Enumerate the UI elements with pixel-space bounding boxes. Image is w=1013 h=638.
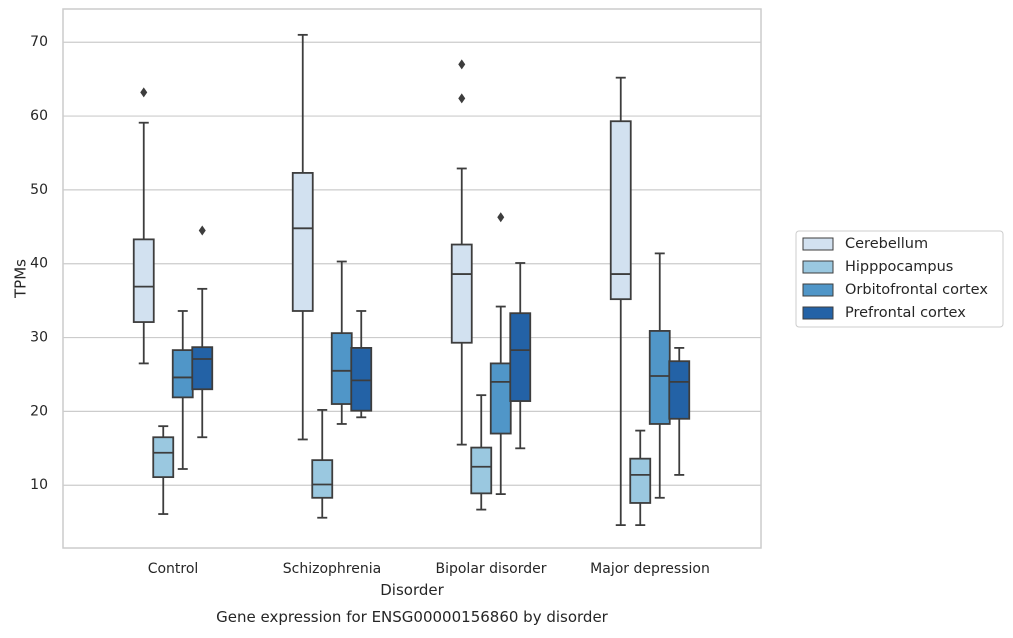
legend-items: Cerebellum Hipppocampus Orbitofrontal cort… [802,236,988,321]
iqr-box [609,120,632,301]
box-cerebellum-major-depression [609,76,632,527]
legend-frame [795,230,1004,328]
outlier-point [458,93,466,104]
legend-label: Orbitofrontal cortex [845,282,988,298]
legend-swatch [802,237,834,251]
outlier-point [140,87,148,98]
legend-label: Cerebellum [845,236,928,252]
box-prefrontal-cortex-control [191,225,214,439]
gridlines [63,41,761,486]
legend-label: Prefrontal cortex [845,305,966,321]
legend-swatch [802,306,834,320]
iqr-box [191,346,214,391]
box-cerebellum-schizophrenia [291,33,314,441]
box-prefrontal-cortex-major-depression [668,347,691,476]
y-tick-label: 30 [30,330,48,346]
x-axis-label: Disorder [380,581,444,599]
iqr-box [350,347,373,412]
y-tick-label: 40 [30,256,48,272]
outlier-point [497,212,505,223]
y-tick-label: 10 [30,477,48,493]
iqr-box [668,360,691,420]
y-tick-label: 50 [30,182,48,198]
y-tick-label: 20 [30,403,48,419]
y-axis-label: TPMs [12,259,30,299]
iqr-box [648,330,671,425]
box-prefrontal-cortex-bipolar-disorder [509,262,532,450]
iqr-box [311,459,334,499]
box-orbitofrontal-cortex-bipolar-disorder [489,212,512,496]
x-tick-label: Control [148,561,199,577]
x-tick-labels: Control Schizophrenia Bipolar disorder Majo… [148,561,710,577]
legend-label: Hipppocampus [845,259,953,275]
box-groups [132,33,691,527]
box-hipppocampus-schizophrenia [311,409,334,519]
legend: Cerebellum Hipppocampus Orbitofrontal cort… [795,230,1004,328]
outlier-point [198,225,206,236]
iqr-box [152,436,175,479]
y-tick-label: 60 [30,108,48,124]
box-hipppocampus-bipolar-disorder [470,394,493,511]
box-cerebellum-bipolar-disorder [450,59,473,446]
iqr-box [330,332,353,405]
plot-area-border [62,8,762,549]
box-prefrontal-cortex-schizophrenia [350,310,373,419]
iqr-box [470,446,493,495]
iqr-box [629,457,652,504]
iqr-box [171,349,194,399]
iqr-box [509,312,532,402]
box-hipppocampus-major-depression [629,429,652,527]
legend-swatch [802,283,834,297]
iqr-box [291,172,314,312]
y-tick-labels: 10 20 30 40 50 60 70 [30,34,48,493]
x-tick-label: Bipolar disorder [435,561,546,577]
iqr-box [489,362,512,435]
legend-swatch [802,260,834,274]
box-hipppocampus-control [152,425,175,515]
x-tick-label: Major depression [590,561,710,577]
outlier-point [458,59,466,70]
chart-title: Gene expression for ENSG00000156860 by d… [216,608,609,626]
x-tick-label: Schizophrenia [283,561,381,577]
y-tick-label: 70 [30,34,48,50]
iqr-box [450,243,473,344]
box-orbitofrontal-cortex-control [171,310,194,470]
iqr-box [132,238,155,323]
box-cerebellum-control [132,87,155,365]
box-orbitofrontal-cortex-schizophrenia [330,260,353,425]
